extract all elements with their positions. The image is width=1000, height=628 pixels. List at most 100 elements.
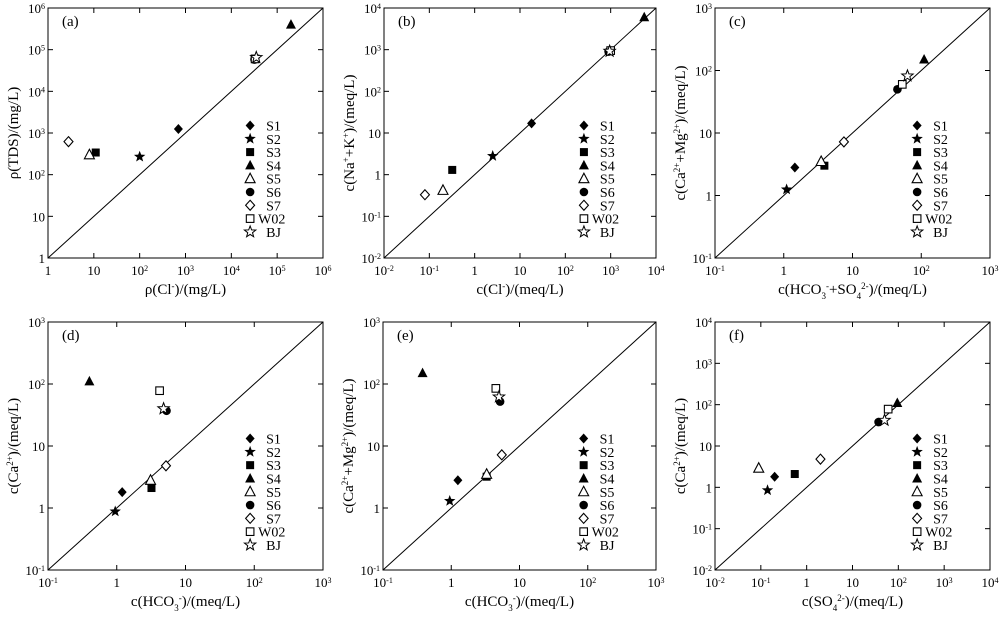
x-tick-label: 1 bbox=[803, 575, 810, 590]
panel-label: (f) bbox=[729, 328, 744, 344]
data-point-bj bbox=[900, 68, 915, 82]
panel-label: (d) bbox=[62, 328, 80, 344]
legend-label-s3: S3 bbox=[933, 459, 948, 474]
y-tick-label: 1 bbox=[39, 251, 46, 266]
data-point-bj bbox=[877, 412, 892, 427]
panel-label: (a) bbox=[62, 14, 79, 30]
y-tick-label: 1 bbox=[706, 189, 713, 204]
legend-label-s6: S6 bbox=[933, 499, 948, 514]
legend-label-s2: S2 bbox=[933, 446, 948, 461]
legend-marker-s1 bbox=[912, 120, 922, 131]
legend-marker-s4 bbox=[912, 159, 923, 170]
legend-marker-s5 bbox=[911, 172, 924, 184]
legend-marker-s3 bbox=[246, 461, 255, 470]
data-point-s4 bbox=[84, 375, 95, 386]
y-tick-label: 1 bbox=[39, 501, 46, 516]
x-axis-label: c(HCO3-)/(meq/L) bbox=[131, 593, 240, 613]
legend-label-s5: S5 bbox=[933, 173, 948, 188]
x-tick-label: 105 bbox=[269, 263, 286, 278]
legend-label-s3: S3 bbox=[266, 459, 281, 474]
y-tick-label: 102 bbox=[28, 168, 45, 183]
data-point-bj bbox=[156, 401, 171, 415]
legend-marker-s4 bbox=[245, 159, 256, 170]
legend-label-s5: S5 bbox=[600, 486, 615, 501]
data-point-s3 bbox=[448, 165, 457, 174]
legend-marker-s4 bbox=[578, 159, 589, 170]
x-tick-label: 10-2 bbox=[374, 263, 394, 278]
legend-label-s4: S4 bbox=[266, 472, 281, 487]
y-tick-label: 105 bbox=[28, 43, 45, 58]
y-tick-label: 103 bbox=[28, 315, 45, 330]
x-tick-label: 102 bbox=[579, 575, 596, 590]
x-axis-label: c(Cl-)/(meq/L) bbox=[476, 281, 563, 298]
legend-label-w02: W02 bbox=[592, 526, 619, 541]
y-tick-label: 104 bbox=[695, 315, 712, 330]
x-tick-label: 104 bbox=[648, 263, 665, 278]
legend-marker-s6 bbox=[912, 500, 922, 510]
legend-marker-s6 bbox=[912, 187, 922, 197]
legend-marker-s5 bbox=[578, 172, 590, 184]
x-tick-label: 10 bbox=[87, 263, 100, 278]
legend-label-bj: BJ bbox=[933, 539, 948, 554]
legend-label-s3: S3 bbox=[600, 459, 615, 474]
x-tick-label: 104 bbox=[223, 263, 240, 278]
x-tick-label: 10-1 bbox=[419, 263, 439, 278]
legend-marker-s3 bbox=[913, 461, 922, 470]
panel-e: 10-1 1 10 102 103 10-1 1 10 102 103 (e) c(HCO3-)/(m… bbox=[340, 315, 665, 613]
legend-marker-s2 bbox=[244, 132, 256, 144]
data-point-s5 bbox=[815, 154, 828, 167]
y-axis-label: c(Ca2+)/(meq/L) bbox=[672, 398, 689, 494]
x-tick-label: 102 bbox=[557, 263, 574, 278]
x-tick-label: 10-1 bbox=[705, 263, 725, 278]
y-tick-label: 106 bbox=[28, 1, 45, 16]
panel-c: 10-1 1 10 102 103 10-1 1 10 102 103 (c) c(HCO3-+SO4… bbox=[672, 1, 999, 301]
legend-label-s1: S1 bbox=[266, 433, 281, 448]
legend-marker-s7 bbox=[578, 199, 590, 212]
legend-marker-s6 bbox=[245, 187, 255, 197]
data-point-bj bbox=[602, 43, 617, 58]
legend-marker-s2 bbox=[577, 445, 590, 457]
legend-marker-s3 bbox=[579, 148, 588, 157]
legend-label-s4: S4 bbox=[600, 472, 615, 487]
y-tick-label: 102 bbox=[695, 398, 712, 413]
data-point-bj bbox=[249, 50, 264, 64]
legend-marker-s5 bbox=[244, 172, 257, 184]
legend-marker-w02 bbox=[579, 527, 589, 537]
x-tick-label: 103 bbox=[315, 575, 332, 590]
y-tick-label: 104 bbox=[28, 84, 45, 99]
legend-label-s6: S6 bbox=[933, 186, 948, 201]
legend-marker-s4 bbox=[578, 472, 589, 483]
legend-marker-w02 bbox=[912, 527, 922, 537]
data-point-w02 bbox=[155, 386, 164, 396]
legend-label-s3: S3 bbox=[266, 146, 281, 161]
legend-marker-s2 bbox=[244, 445, 256, 457]
legend-marker-s3 bbox=[579, 461, 588, 470]
legend-label-s6: S6 bbox=[266, 186, 281, 201]
y-tick-label: 10 bbox=[368, 126, 381, 141]
x-tick-label: 103 bbox=[648, 575, 665, 590]
legend-label-s2: S2 bbox=[266, 446, 281, 461]
data-point-s7 bbox=[419, 188, 431, 201]
y-tick-label: 102 bbox=[28, 377, 45, 392]
data-point-s4 bbox=[892, 397, 903, 407]
y-tick-label: 10-1 bbox=[360, 563, 380, 578]
legend-marker-bj bbox=[576, 224, 592, 238]
x-tick-label: 10 bbox=[179, 575, 192, 590]
y-tick-label: 10 bbox=[699, 126, 712, 141]
legend-marker-s5 bbox=[577, 485, 590, 497]
legend-label-s7: S7 bbox=[933, 199, 948, 214]
x-tick-label: 103 bbox=[982, 263, 999, 278]
legend-label-s4: S4 bbox=[933, 472, 948, 487]
x-tick-label: 103 bbox=[602, 263, 619, 278]
legend-marker-s6 bbox=[579, 500, 588, 510]
data-point-s3 bbox=[147, 484, 156, 493]
x-tick-label: 1 bbox=[45, 263, 52, 278]
y-tick-label: 103 bbox=[28, 126, 45, 141]
legend-marker-s5 bbox=[244, 485, 257, 497]
legend-marker-w02 bbox=[245, 214, 255, 223]
data-point-s5 bbox=[144, 473, 157, 485]
